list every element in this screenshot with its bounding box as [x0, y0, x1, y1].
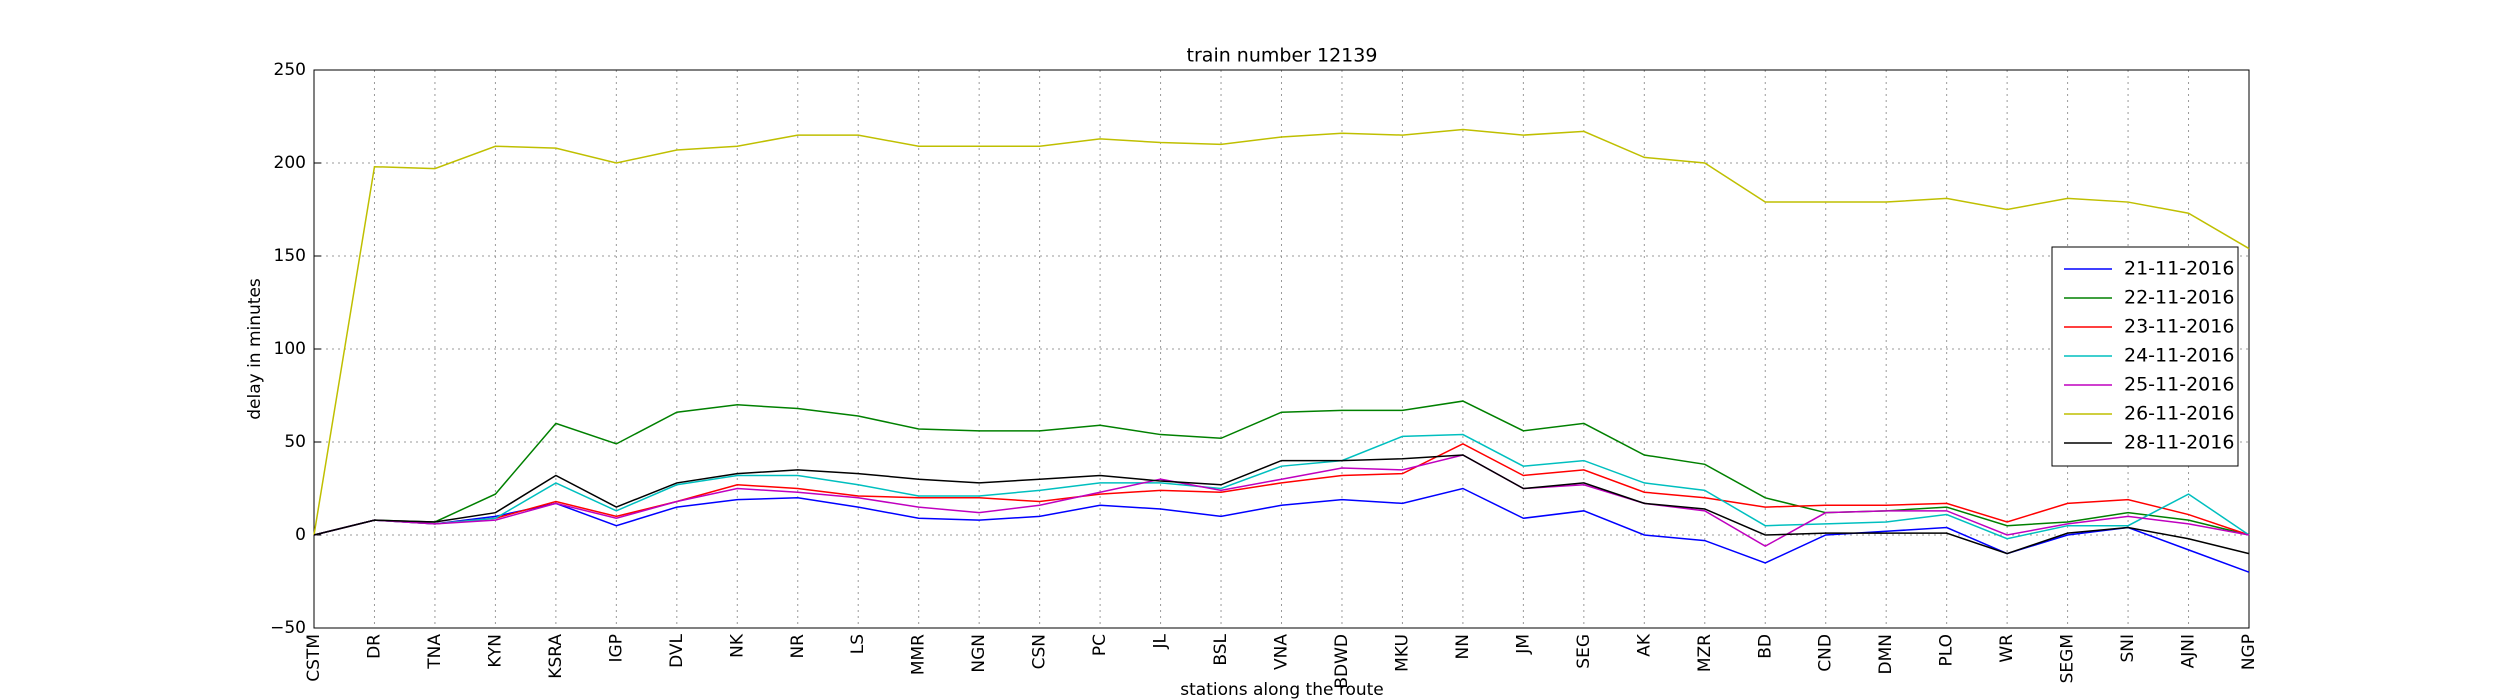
- data-line: [313, 443, 2250, 536]
- x-tick-label: IGP: [606, 634, 626, 662]
- legend-label: 25-11-2016: [2124, 374, 2234, 396]
- x-tick-label: VNA: [1272, 634, 1292, 670]
- x-tick-label: DMN: [1876, 634, 1896, 674]
- y-tick-label: 250: [274, 60, 306, 80]
- x-tick-label: JL: [1151, 633, 1171, 649]
- y-tick-label: 200: [274, 153, 306, 173]
- x-tick-label: AJNI: [2179, 634, 2199, 668]
- x-tick-label: DVL: [667, 633, 687, 667]
- x-tick-label: SEGM: [2058, 634, 2078, 683]
- x-tick-label: NR: [788, 634, 808, 659]
- data-line: [313, 433, 2250, 540]
- x-tick-label: NK: [727, 633, 747, 658]
- x-tick-label: AK: [1634, 633, 1654, 657]
- x-tick-label: TNA: [425, 634, 445, 670]
- y-tick-label: 150: [274, 246, 306, 266]
- data-line: [313, 454, 2250, 555]
- x-tick-label: CSN: [1030, 634, 1050, 669]
- data-line: [313, 454, 2250, 548]
- y-tick-label: −50: [270, 618, 306, 638]
- x-tick-label: LS: [848, 634, 868, 654]
- data-line: [313, 487, 2250, 573]
- chart-title: train number 12139: [1187, 45, 1378, 67]
- x-tick-label: NGP: [2239, 634, 2259, 670]
- legend-label: 21-11-2016: [2124, 258, 2234, 280]
- y-tick-label: 100: [274, 339, 306, 359]
- x-tick-label: BDWD: [1332, 634, 1352, 689]
- x-tick-label: DR: [364, 634, 384, 659]
- x-tick-label: NN: [1453, 634, 1473, 659]
- y-tick-label: 0: [295, 525, 306, 545]
- x-tick-label: KSRA: [546, 634, 566, 679]
- legend-label: 24-11-2016: [2124, 345, 2234, 367]
- x-tick-label: PC: [1090, 634, 1110, 656]
- x-tick-label: NGN: [969, 634, 989, 673]
- x-tick-label: BSL: [1211, 633, 1231, 665]
- data-line: [313, 128, 2250, 536]
- data-line: [313, 400, 2250, 536]
- x-tick-label: MMR: [909, 634, 929, 675]
- x-tick-label: MKU: [1392, 634, 1412, 672]
- y-tick-label: 50: [284, 432, 306, 452]
- x-tick-label: CND: [1816, 634, 1836, 672]
- legend-label: 26-11-2016: [2124, 403, 2234, 425]
- x-tick-label: BD: [1755, 634, 1775, 659]
- legend-label: 23-11-2016: [2124, 316, 2234, 338]
- legend-label: 22-11-2016: [2124, 287, 2234, 309]
- x-tick-label: MZR: [1695, 634, 1715, 672]
- x-tick-label: KYN: [485, 634, 505, 668]
- x-tick-label: WR: [1997, 634, 2017, 663]
- x-tick-label: PLO: [1937, 634, 1957, 667]
- x-tick-label: SEG: [1574, 634, 1594, 669]
- x-tick-label: CSTM: [304, 634, 324, 682]
- legend-label: 28-11-2016: [2124, 432, 2234, 454]
- x-tick-label: SNI: [2118, 634, 2138, 663]
- x-axis-label: stations along the route: [1180, 680, 1384, 700]
- y-axis-label: delay in minutes: [245, 278, 265, 420]
- plot-frame: [313, 69, 2250, 629]
- x-tick-label: JM: [1513, 634, 1533, 655]
